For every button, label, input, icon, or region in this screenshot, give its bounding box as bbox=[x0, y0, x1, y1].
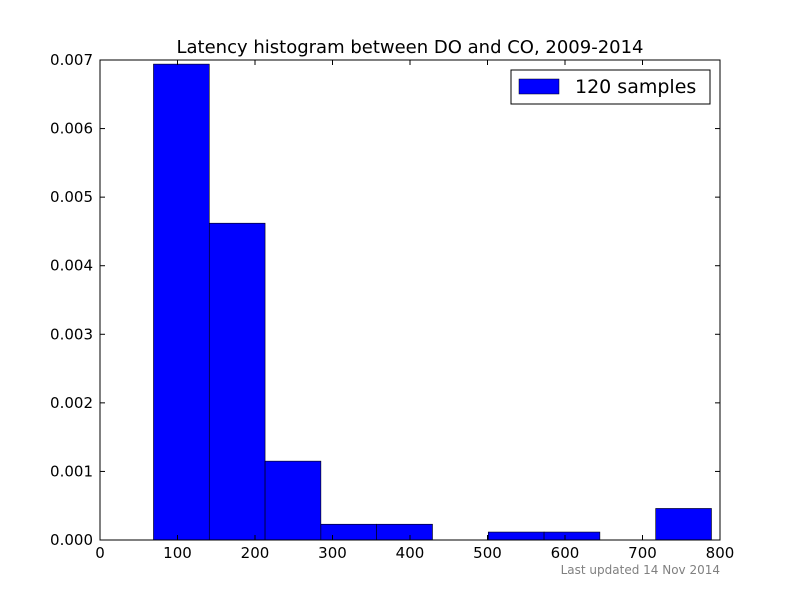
x-tick-label-3: 300 bbox=[318, 544, 347, 562]
histogram-bar-4 bbox=[376, 523, 433, 541]
x-tick-label-4: 400 bbox=[396, 544, 425, 562]
y-tick-label-1: 0.001 bbox=[50, 462, 93, 480]
legend-box bbox=[510, 69, 711, 105]
histogram-bar-1 bbox=[208, 222, 266, 541]
histogram-bar-3 bbox=[320, 523, 377, 541]
histogram-bar-6 bbox=[487, 531, 545, 541]
legend-swatch bbox=[518, 78, 560, 95]
histogram-bars bbox=[153, 63, 712, 541]
y-tick-label-7: 0.007 bbox=[50, 51, 93, 69]
y-tick-label-5: 0.005 bbox=[50, 188, 93, 206]
x-tick-label-2: 200 bbox=[241, 544, 270, 562]
x-tick-label-7: 700 bbox=[628, 544, 657, 562]
y-tick-label-4: 0.004 bbox=[50, 257, 93, 275]
histogram-bar-0 bbox=[153, 63, 210, 541]
plot-frame bbox=[99, 59, 721, 541]
legend-label: 120 samples bbox=[575, 76, 696, 98]
chart-title: Latency histogram between DO and CO, 200… bbox=[176, 37, 643, 58]
x-tick-label-1: 100 bbox=[163, 544, 192, 562]
histogram-bar-2 bbox=[264, 460, 322, 541]
x-tick-label-8: 800 bbox=[706, 544, 735, 562]
last-updated-note: Last updated 14 Nov 2014 bbox=[561, 563, 720, 577]
histogram-bar-7 bbox=[543, 531, 601, 541]
y-tick-label-2: 0.002 bbox=[50, 394, 93, 412]
axis-ticks: 0 100 200 300 400 500 600 700 800 0.000 0.001 0.002… bbox=[50, 51, 734, 562]
histogram-bar-9 bbox=[655, 508, 712, 541]
x-tick-label-5: 500 bbox=[473, 544, 502, 562]
x-tick-label-6: 600 bbox=[551, 544, 580, 562]
legend: 120 samples bbox=[510, 69, 711, 105]
x-tick-label-0: 0 bbox=[95, 544, 105, 562]
y-tick-label-3: 0.003 bbox=[50, 325, 93, 343]
y-tick-label-6: 0.006 bbox=[50, 120, 93, 138]
y-tick-label-0: 0.000 bbox=[50, 531, 93, 549]
